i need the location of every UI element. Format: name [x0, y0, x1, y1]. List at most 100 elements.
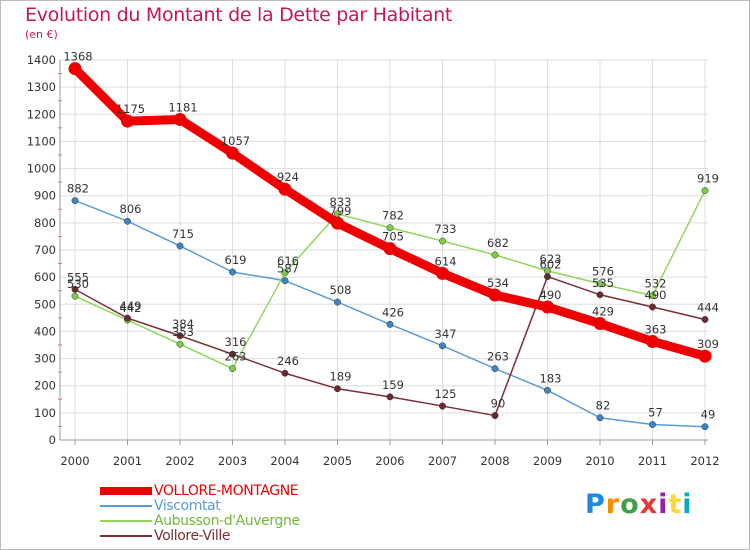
x-tick-label: 2012: [690, 454, 719, 468]
data-label-0-6: 705: [382, 230, 404, 244]
point-2-10: [596, 280, 604, 288]
y-tick-label: 300: [34, 352, 56, 366]
x-tick-label: 2009: [533, 454, 562, 468]
data-label-2-9: 623: [540, 252, 562, 266]
point-0-5: [331, 216, 344, 230]
point-3-10: [596, 291, 604, 299]
data-label-0-11: 363: [645, 322, 667, 336]
data-label-1-6: 426: [382, 305, 404, 319]
legend-swatch: [100, 505, 152, 507]
point-1-5: [334, 298, 341, 306]
point-0-11: [646, 334, 659, 348]
data-label-3-7: 125: [435, 387, 457, 401]
point-0-0: [68, 62, 82, 76]
point-2-7: [439, 237, 446, 245]
point-3-8: [491, 412, 499, 420]
data-label-3-0: 555: [67, 270, 89, 284]
legend-swatch: [100, 487, 152, 495]
point-1-11: [649, 421, 656, 428]
data-label-3-5: 189: [330, 370, 352, 384]
data-label-2-11: 532: [645, 277, 667, 291]
y-tick-label: 700: [34, 243, 56, 257]
point-3-11: [649, 303, 656, 311]
point-3-7: [439, 402, 446, 410]
point-1-0: [71, 197, 79, 205]
data-label-1-3: 619: [225, 253, 247, 267]
data-label-1-1: 806: [120, 202, 142, 216]
y-tick-label: 900: [34, 189, 56, 203]
data-label-1-8: 263: [487, 350, 509, 364]
point-3-6: [386, 393, 394, 401]
legend-label: VOLLORE-MONTAGNE: [154, 483, 299, 499]
point-3-3: [229, 350, 236, 358]
data-label-2-7: 733: [435, 222, 457, 236]
x-tick-label: 2005: [323, 454, 352, 468]
data-label-2-3: 263: [225, 350, 247, 364]
point-2-8: [491, 251, 499, 259]
point-0-1: [121, 114, 134, 128]
point-0-10: [593, 317, 607, 331]
x-tick-label: 2006: [375, 454, 404, 468]
data-label-0-10: 429: [592, 305, 614, 319]
y-tick-label: 1100: [27, 134, 56, 148]
data-label-0-8: 534: [487, 276, 509, 290]
data-label-3-1: 449: [120, 299, 142, 313]
data-label-1-12: 49: [701, 408, 716, 422]
y-unit-label: (en €): [25, 28, 58, 41]
point-1-2: [176, 242, 184, 250]
data-label-2-0: 530: [67, 277, 89, 291]
data-label-2-8: 682: [487, 236, 509, 250]
x-tick-label: 2011: [638, 454, 667, 468]
legend-label: Viscomtat: [154, 498, 221, 514]
x-tick-label: 2000: [60, 454, 89, 468]
legend-label: Aubusson-d'Auvergne: [154, 513, 300, 529]
data-label-1-10: 82: [596, 399, 611, 413]
point-1-12: [701, 423, 709, 431]
data-label-3-9: 602: [540, 258, 562, 272]
point-2-0: [71, 292, 79, 300]
point-3-1: [124, 314, 131, 322]
x-tick-label: 2008: [480, 454, 509, 468]
y-tick-label: 500: [34, 297, 56, 311]
data-label-3-11: 490: [645, 288, 667, 302]
point-0-2: [173, 112, 187, 126]
data-label-1-5: 508: [330, 283, 352, 297]
data-label-2-10: 576: [592, 265, 614, 279]
point-2-3: [229, 365, 236, 373]
y-tick-label: 1200: [27, 107, 56, 121]
data-label-0-9: 490: [540, 288, 562, 302]
y-tick-label: 1300: [27, 80, 56, 94]
legend-label: Vollore-Ville: [154, 528, 231, 544]
data-label-2-2: 353: [172, 325, 194, 339]
point-2-11: [649, 292, 656, 300]
x-tick-label: 2010: [585, 454, 614, 468]
point-0-7: [436, 266, 449, 280]
x-tick-label: 2001: [113, 454, 142, 468]
point-1-10: [596, 414, 604, 422]
point-3-2: [176, 332, 184, 340]
data-label-3-10: 535: [592, 276, 614, 290]
point-2-2: [176, 340, 184, 348]
y-tick-label: 800: [34, 216, 56, 230]
point-2-12: [701, 187, 709, 195]
point-2-6: [386, 224, 394, 232]
data-label-1-7: 347: [435, 327, 457, 341]
point-3-12: [701, 316, 709, 323]
data-label-2-5: 833: [330, 195, 352, 209]
point-1-3: [229, 268, 236, 276]
data-label-0-7: 614: [435, 254, 457, 268]
point-2-4: [281, 269, 289, 277]
data-label-0-3: 1057: [221, 134, 250, 148]
data-label-3-8: 90: [491, 397, 506, 411]
point-3-4: [281, 369, 289, 377]
data-label-3-4: 246: [277, 354, 299, 368]
data-label-0-0: 1368: [63, 50, 92, 64]
point-3-5: [334, 385, 341, 393]
axes: 0 100 200 300 400 500 600 700 800 900 1000 1100 1200…: [27, 53, 720, 468]
data-label-2-4: 616: [277, 254, 299, 268]
y-tick-label: 400: [34, 324, 56, 338]
point-0-9: [541, 300, 554, 314]
data-label-3-3: 316: [225, 335, 247, 349]
